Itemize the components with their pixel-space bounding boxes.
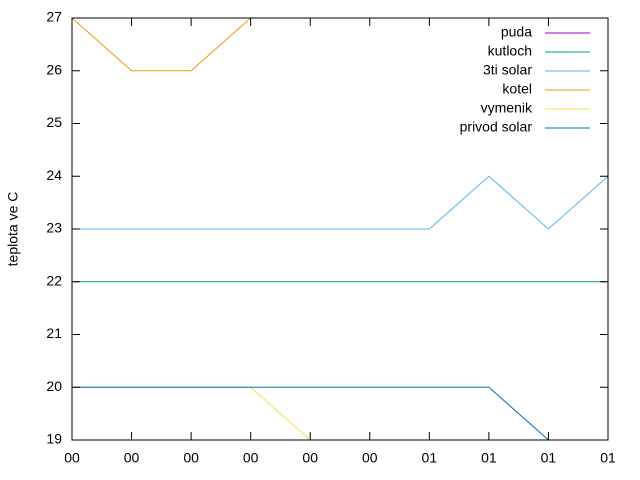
legend-label: vymenik: [481, 100, 533, 116]
series-line: [72, 386, 549, 440]
y-tick-label: 20: [46, 378, 62, 394]
x-tick-label: 00: [362, 450, 378, 466]
x-tick-label: 01: [541, 450, 557, 466]
x-tick-label: 00: [64, 450, 80, 466]
y-tick-label: 27: [46, 9, 62, 25]
y-tick-label: 24: [46, 167, 62, 183]
legend-label: kotel: [502, 81, 532, 97]
series-line: [72, 175, 608, 230]
y-tick-label: 26: [46, 61, 62, 77]
legend-label: kutloch: [488, 43, 532, 59]
series-line: [72, 18, 251, 72]
x-tick-label: 01: [600, 450, 616, 466]
legend-label: 3ti solar: [483, 62, 532, 78]
y-tick-label: 25: [46, 114, 62, 130]
legend-label: puda: [501, 24, 532, 40]
y-axis-label: teplota ve C: [5, 192, 21, 267]
x-tick-label: 00: [243, 450, 259, 466]
y-tick-label: 22: [46, 272, 62, 288]
x-tick-label: 01: [481, 450, 497, 466]
x-tick-label: 00: [124, 450, 140, 466]
x-tick-label: 01: [422, 450, 438, 466]
legend-label: privod solar: [460, 119, 533, 135]
x-tick-label: 00: [302, 450, 318, 466]
y-tick-label: 19: [46, 431, 62, 447]
y-tick-label: 23: [46, 220, 62, 236]
x-tick-label: 00: [183, 450, 199, 466]
plot-lines: [72, 18, 608, 440]
y-tick-label: 21: [46, 325, 62, 341]
